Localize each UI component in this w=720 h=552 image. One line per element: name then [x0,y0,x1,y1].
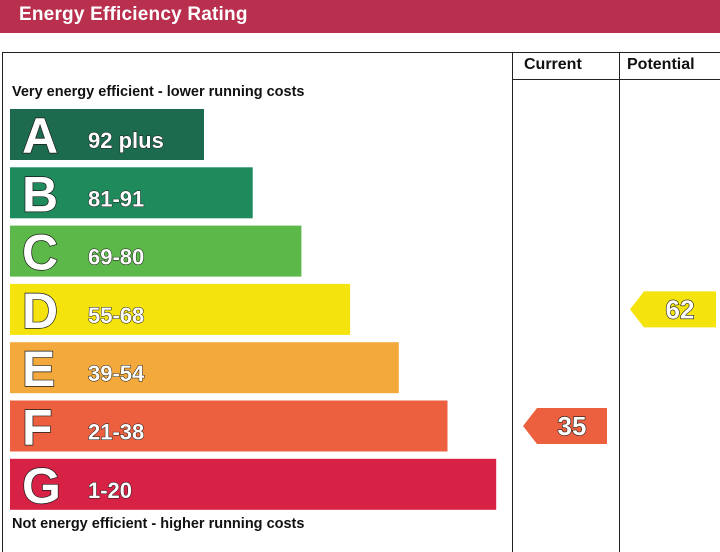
chart-title: Energy Efficiency Rating [19,4,248,25]
band-d-bar [10,283,351,335]
inefficient-note: Not energy efficient - higher running co… [12,516,305,532]
rating-bars-chart: A 92 plus B 81-91 C 69-80 D 55-68 E 39-54 F 21-38 G 1… [10,107,716,514]
column-divider [619,52,620,552]
band-f-letter: F [22,400,53,456]
band-b-range: 81-91 [88,186,144,211]
band-e-range: 39-54 [88,361,145,386]
band-f-bar [10,400,448,452]
band-e-bar [10,342,399,394]
band-c-range: 69-80 [88,245,144,270]
current-rating-value: 35 [558,411,587,441]
band-b-bar [10,167,253,219]
potential-column-header: Potential [627,56,695,73]
band-d-range: 55-68 [88,303,144,328]
band-b-letter: B [22,166,58,222]
band-g-letter: G [22,458,61,514]
rating-table [2,52,720,552]
band-a-letter: A [22,108,58,164]
band-f-range: 21-38 [88,420,144,445]
band-c-letter: C [22,225,58,281]
header-bar: Energy Efficiency Rating [0,0,720,33]
potential-rating-value: 62 [666,294,695,324]
current-rating-arrow [523,408,607,444]
band-g-bar [10,458,497,510]
band-g-range: 1-20 [88,478,132,503]
header-row-divider [512,79,720,80]
efficient-note: Very energy efficient - lower running co… [12,84,305,100]
band-a-range: 92 plus [88,128,164,153]
band-c-bar [10,225,302,277]
current-column-header: Current [524,56,582,73]
potential-rating-arrow [630,291,716,328]
column-divider [512,52,513,552]
band-a-bar [10,109,204,160]
band-e-letter: E [22,341,55,397]
band-d-letter: D [22,283,58,339]
